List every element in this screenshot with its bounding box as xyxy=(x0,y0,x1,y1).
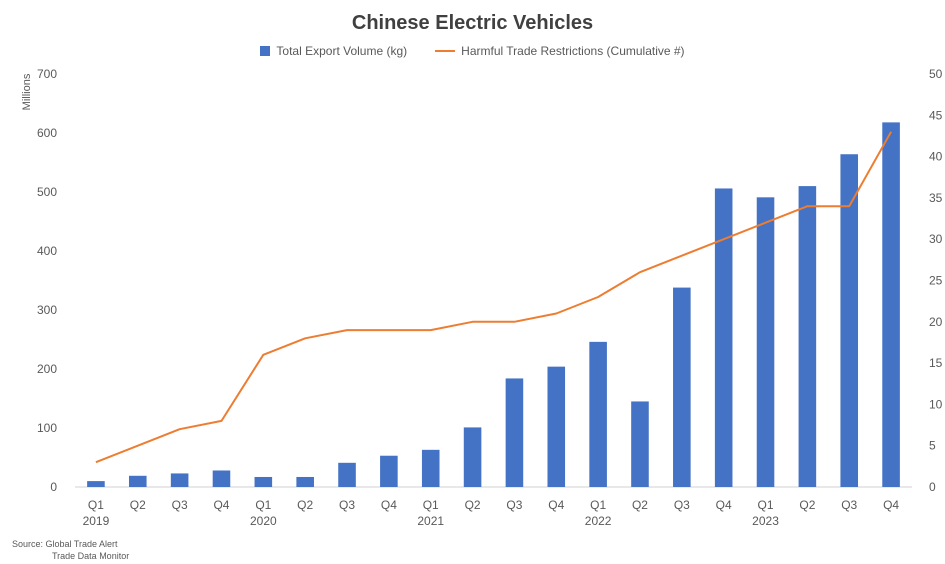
x-tick-label: Q3 xyxy=(339,498,355,512)
y-left-tick-label: 100 xyxy=(37,421,57,435)
x-tick-label: Q3 xyxy=(506,498,522,512)
y-right-tick-label: 45 xyxy=(929,108,943,122)
bar xyxy=(756,197,775,487)
x-year-label: 2023 xyxy=(752,514,779,528)
y-right-tick-label: 5 xyxy=(929,439,936,453)
x-tick-label: Q3 xyxy=(172,498,188,512)
bar xyxy=(840,154,859,488)
bar xyxy=(589,341,607,487)
bar xyxy=(87,481,105,487)
legend-label-trade-restrictions: Harmful Trade Restrictions (Cumulative #… xyxy=(461,44,685,58)
y-right-tick-label: 10 xyxy=(929,397,943,411)
x-tick-label: Q2 xyxy=(130,498,146,512)
y-left-tick-label: 500 xyxy=(37,185,57,199)
y-right-tick-label: 0 xyxy=(929,480,936,494)
y-right-tick-label: 15 xyxy=(929,356,943,370)
x-tick-label: Q4 xyxy=(381,498,397,512)
x-tick-label: Q4 xyxy=(883,498,899,512)
bar xyxy=(170,473,189,487)
chart-title: Chinese Electric Vehicles xyxy=(351,12,594,34)
source-note: Source: Global Trade Alert Trade Data Mo… xyxy=(12,538,129,562)
source-line-2: Trade Data Monitor xyxy=(52,551,130,561)
x-tick-label: Q2 xyxy=(465,498,481,512)
x-tick-label: Q1 xyxy=(88,498,104,512)
bar xyxy=(128,475,147,487)
legend-item-trade-restrictions: Harmful Trade Restrictions (Cumulative #… xyxy=(435,44,685,58)
source-line-1: Source: Global Trade Alert xyxy=(12,539,118,549)
x-year-label: 2020 xyxy=(250,514,277,528)
y-right-tick-label: 25 xyxy=(929,274,943,288)
bar xyxy=(254,476,273,487)
x-tick-label: Q4 xyxy=(716,498,732,512)
x-year-label: 2022 xyxy=(585,514,612,528)
y-left-tick-label: 700 xyxy=(37,67,57,81)
x-tick-label: Q3 xyxy=(674,498,690,512)
legend: Total Export Volume (kg) Harmful Trade R… xyxy=(0,44,945,58)
y-left-tick-label: 600 xyxy=(37,126,57,140)
bar xyxy=(798,186,817,487)
bar xyxy=(882,122,900,487)
trade-restrictions-line xyxy=(95,131,892,464)
bar xyxy=(212,470,231,487)
x-tick-label: Q3 xyxy=(841,498,857,512)
bar xyxy=(547,366,566,487)
x-tick-label: Q4 xyxy=(213,498,229,512)
legend-line-swatch xyxy=(435,50,456,52)
labels-layer: 0 100 200 300 400 500 600 700 0 5 10 15 20 25 30 35 40 45… xyxy=(21,67,943,528)
bar xyxy=(421,449,440,487)
x-tick-label: Q2 xyxy=(297,498,313,512)
y-left-tick-label: 200 xyxy=(37,362,57,376)
x-tick-label: Q2 xyxy=(632,498,648,512)
legend-bar-swatch xyxy=(260,46,271,56)
y-axis-label: Millions xyxy=(21,73,33,110)
bar xyxy=(380,455,398,487)
bar xyxy=(673,287,691,487)
y-left-tick-label: 0 xyxy=(50,480,57,494)
x-year-label: 2019 xyxy=(83,514,110,528)
y-right-tick-label: 20 xyxy=(929,315,943,329)
bar xyxy=(505,378,524,487)
x-tick-label: Q2 xyxy=(799,498,815,512)
legend-item-export-volume: Total Export Volume (kg) xyxy=(260,44,407,58)
bar xyxy=(463,427,482,487)
x-year-label: 2021 xyxy=(417,514,444,528)
bar xyxy=(296,476,314,487)
x-tick-label: Q1 xyxy=(758,498,774,512)
bars-layer xyxy=(87,122,900,488)
x-tick-label: Q4 xyxy=(548,498,564,512)
y-right-tick-label: 35 xyxy=(929,191,943,205)
bar xyxy=(338,462,356,487)
y-left-tick-label: 400 xyxy=(37,244,57,258)
y-right-tick-label: 30 xyxy=(929,232,943,246)
y-left-tick-label: 300 xyxy=(37,303,57,317)
x-tick-label: Q1 xyxy=(423,498,439,512)
x-tick-label: Q1 xyxy=(255,498,271,512)
line-layer xyxy=(95,131,892,464)
bar xyxy=(631,401,649,487)
y-right-tick-label: 50 xyxy=(929,67,943,81)
x-tick-label: Q1 xyxy=(590,498,606,512)
legend-label-export-volume: Total Export Volume (kg) xyxy=(276,44,408,58)
y-right-tick-label: 40 xyxy=(929,150,943,164)
bar xyxy=(714,188,733,487)
